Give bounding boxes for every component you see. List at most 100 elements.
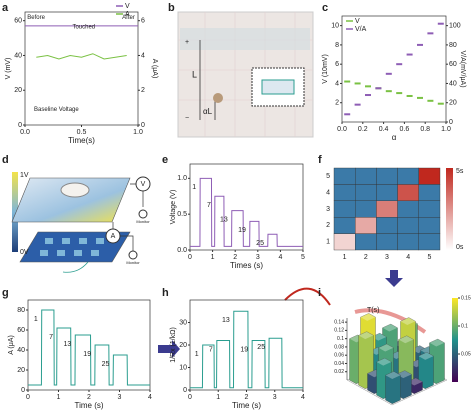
heat-cell	[355, 184, 377, 201]
panel-label: h	[162, 287, 169, 299]
heat-cell	[355, 167, 377, 185]
panel-label: c	[322, 2, 328, 14]
colorbar-label: 0.15	[461, 295, 471, 301]
peak-label: 13	[222, 317, 230, 324]
colorbar-label: 0s	[456, 244, 464, 251]
y-tick-label: 0	[18, 122, 22, 129]
heat-cell	[397, 216, 420, 234]
y-tick-label: 20	[17, 367, 25, 374]
z-tick-label: 0.1	[337, 336, 344, 342]
colorbar-label: 5s	[456, 168, 464, 175]
point	[344, 113, 351, 116]
bar-top	[418, 352, 434, 360]
heat-cell	[333, 216, 356, 234]
x-tick-label: 1.0	[133, 129, 143, 136]
annotation: T(s)	[367, 307, 379, 314]
y-tick-label: 20	[179, 342, 187, 349]
point	[417, 43, 423, 46]
peak-label: 25	[257, 344, 265, 351]
y-axis-label: A (μA)	[8, 335, 15, 355]
x-tick-label: 0.2	[358, 126, 368, 133]
heat-cell	[397, 200, 420, 218]
y-tick-label: 6	[335, 61, 339, 68]
colorbar	[446, 168, 453, 250]
heat-cell	[376, 167, 398, 185]
point	[385, 72, 392, 75]
y-tick-label: 0	[21, 387, 25, 394]
legend-label: V	[355, 18, 360, 25]
x-tick-label: 1	[57, 394, 61, 401]
z-tick-label: 0.06	[334, 353, 344, 359]
heat-cell	[376, 233, 398, 251]
bar-top	[376, 358, 392, 366]
peak-label: 1	[34, 316, 38, 323]
panel-label: b	[168, 2, 175, 14]
y-tick-label: 40	[14, 52, 22, 59]
plot-frame	[189, 163, 304, 251]
y-tick-label: 60	[17, 327, 25, 334]
point	[344, 80, 351, 83]
point	[417, 96, 423, 99]
plot-frame	[341, 15, 447, 123]
heat-cell	[397, 167, 420, 185]
heat-cell	[418, 184, 441, 201]
x-tick-label: 0.0	[20, 129, 30, 136]
y2-tick-label: 6	[141, 18, 145, 25]
y-tick-label: 4	[335, 80, 339, 87]
y2-tick-label: 20	[449, 100, 457, 107]
photo-label: L	[192, 69, 197, 79]
svg-text:+: +	[185, 39, 189, 46]
meter-label: A	[111, 233, 116, 240]
heat-cell	[418, 200, 441, 218]
x-tick-label: 1.0	[441, 126, 451, 133]
y-tick-label: 5	[326, 173, 330, 180]
panel-label: g	[2, 287, 9, 299]
scale-label: 1V	[20, 172, 29, 179]
legend-label: V	[125, 3, 130, 10]
z-tick-label: 0.14	[334, 319, 344, 325]
x-tick-label: 3	[273, 394, 277, 401]
annotation: After	[122, 15, 135, 21]
point	[354, 82, 361, 85]
x-tick-label: 4	[148, 394, 152, 401]
annotation: Baseline Voltage	[34, 107, 79, 113]
bar-top	[382, 324, 398, 332]
peak-label: 7	[207, 202, 211, 209]
y2-axis-label: V/A(mV/μA)	[459, 50, 466, 87]
x-tick-label: 1	[211, 254, 215, 261]
flow-arrow	[158, 270, 427, 358]
panel-label: i	[318, 287, 321, 299]
x-tick-label: 1	[216, 394, 220, 401]
bar	[418, 352, 434, 389]
legend-label: V/A	[355, 26, 367, 33]
y-tick-label: 10	[179, 364, 187, 371]
y-tick-label: 8	[335, 42, 339, 49]
z-tick-label: 0.08	[334, 344, 344, 350]
y2-tick-label: 0	[141, 122, 145, 129]
x-axis-label: α	[392, 133, 397, 142]
point	[375, 87, 382, 90]
y-tick-label: 20	[14, 87, 22, 94]
z-tick-label: 0.04	[334, 361, 344, 367]
series-line	[28, 309, 150, 386]
y-tick-label: 2	[326, 222, 330, 229]
scale-label: 0V	[20, 249, 29, 256]
point	[406, 94, 413, 97]
heat-cell	[418, 233, 441, 251]
point	[385, 90, 392, 93]
series-line	[190, 310, 303, 389]
y-tick-label: 1	[326, 239, 330, 246]
series-line	[190, 177, 303, 247]
point	[437, 22, 444, 25]
heat-cell	[333, 200, 356, 218]
bar-top	[398, 335, 414, 344]
peak-label: 19	[238, 227, 246, 234]
heat-cell	[355, 233, 377, 251]
y-axis-label: V (mV)	[5, 58, 12, 80]
heat-cell	[376, 216, 398, 234]
x-tick-label: 0	[26, 394, 30, 401]
heat-cell	[355, 200, 377, 218]
point	[365, 85, 371, 88]
x-tick-label: 1	[343, 254, 347, 261]
peak-label: 7	[49, 334, 53, 341]
